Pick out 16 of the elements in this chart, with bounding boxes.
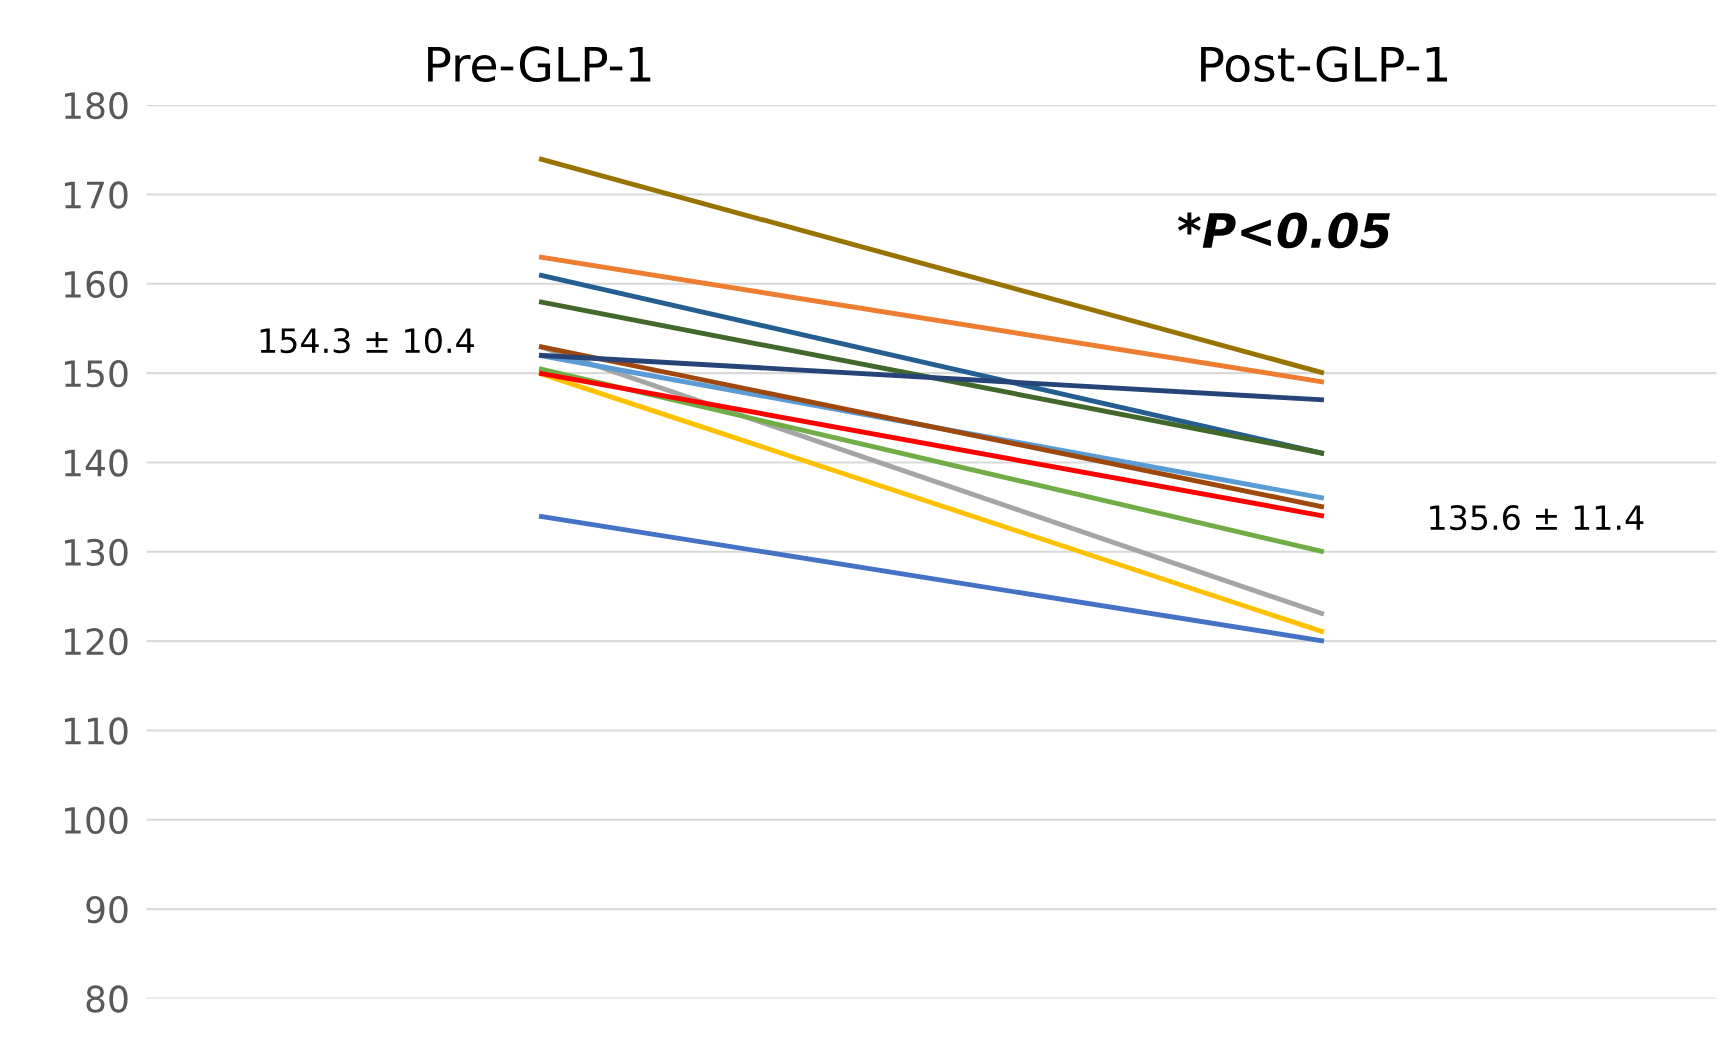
y-tick-label: 150 — [65, 360, 128, 388]
y-tick-label: 90 — [86, 896, 128, 924]
y-tick-label: 100 — [65, 806, 128, 835]
y-tick-label: 80 — [86, 985, 128, 1013]
y-tick-label: 180 — [65, 92, 128, 120]
annotation: 135.6 ± 11.4 — [1430, 504, 1644, 531]
y-tick-label: 110 — [65, 717, 128, 745]
y-tick-label: 160 — [65, 270, 128, 298]
annotation: 154.3 ± 10.4 — [260, 328, 474, 354]
annotation: *P<0.05 — [1177, 212, 1390, 249]
y-tick-label: 120 — [65, 628, 128, 656]
y-tick-label: 130 — [65, 538, 128, 567]
x-tick-label: Pre-GLP-1 — [428, 46, 651, 83]
y-tick-label: 170 — [65, 181, 128, 209]
x-tick-label: Post-GLP-1 — [1201, 46, 1448, 83]
y-tick-label: 140 — [65, 449, 128, 477]
